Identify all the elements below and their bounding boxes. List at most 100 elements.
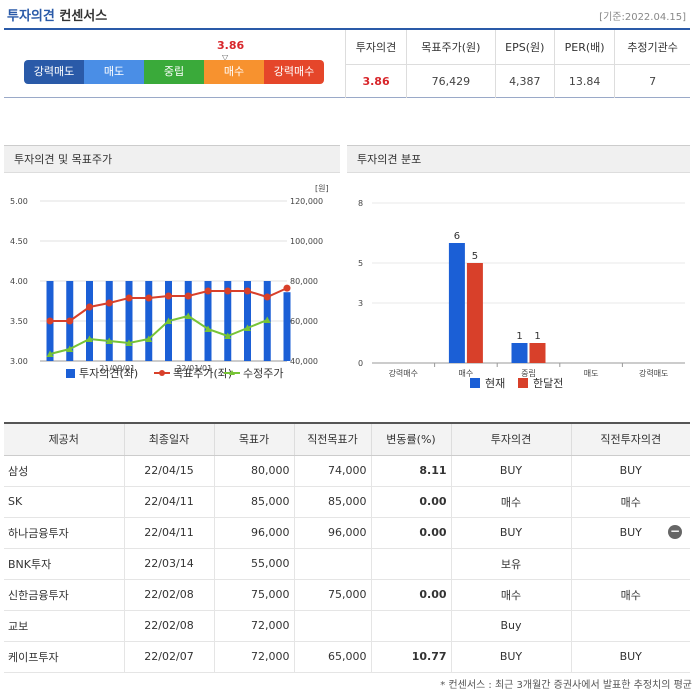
distribution-bar — [511, 343, 528, 363]
tick-label: 4.50 — [10, 237, 28, 246]
adjusted-price-point — [224, 332, 232, 339]
tick-label: 8 — [358, 199, 363, 208]
panel-title: 투자의견 분포 — [347, 145, 690, 173]
tick-label: 40,000 — [290, 357, 318, 366]
distribution-bar — [529, 343, 546, 363]
panel-title: 투자의견 및 목표주가 — [4, 145, 340, 173]
tick-label: 80,000 — [290, 277, 318, 286]
adjusted-price-point — [125, 339, 133, 346]
table-row: SK 22/04/11 85,000 85,000 0.00 매수 매수 — [4, 486, 690, 518]
target-price-point — [204, 287, 212, 295]
scale-buy: 매수 — [204, 60, 264, 84]
opinion-bar — [184, 281, 192, 361]
table-cell: BNK투자 — [4, 548, 124, 580]
adjusted-price-point — [105, 337, 113, 344]
table-cell: BUY — [570, 455, 690, 487]
table-cell: 0.00 — [370, 579, 451, 611]
opinion-bar — [204, 281, 212, 361]
tick-label: 3 — [358, 299, 363, 308]
broker-opinion-table: 제공처 최종일자 목표가 직전목표가 변동률(%) 투자의견 직전투자의견 삼성… — [4, 422, 690, 673]
x-tick-label: 중립 — [521, 369, 536, 378]
adjusted-price-point — [263, 316, 271, 323]
legend-swatch — [66, 369, 75, 378]
opinion-distribution-panel: 투자의견 분포 8 5 3 0 강력매수 매수 6 5 중립 1 1 매도 강력매도 현재 한달전 — [347, 145, 690, 400]
adjusted-price-line — [49, 314, 268, 355]
table-cell: 10.77 — [370, 641, 451, 673]
table-cell: SK — [4, 486, 124, 518]
table-row: 교보 22/02/08 72,000 Buy — [4, 610, 690, 642]
tick-label: 3.00 — [10, 357, 28, 366]
target-price-point — [86, 303, 93, 311]
axis-unit-label: [원] — [315, 184, 329, 193]
table-cell: BUY — [570, 641, 690, 673]
column-header: 투자의견 — [450, 422, 571, 456]
scale-neutral: 중립 — [144, 60, 204, 84]
adjusted-price-point — [86, 335, 93, 342]
x-tick-label: 매수 — [459, 369, 474, 378]
consensus-header: EPS(원) — [494, 30, 555, 65]
table-cell: 22/04/11 — [123, 486, 214, 518]
scale-sell: 매도 — [84, 60, 144, 84]
table-cell: 0.00 — [370, 517, 451, 549]
table-cell — [570, 548, 690, 580]
column-header: 직전투자의견 — [570, 422, 690, 456]
consensus-header: 추정기관수 — [614, 30, 690, 65]
table-cell: BUY — [450, 517, 571, 549]
table-cell: 85,000 — [213, 486, 294, 518]
tick-label: 4.00 — [10, 277, 28, 286]
opinion-bar — [125, 281, 133, 361]
table-cell: 72,000 — [213, 610, 294, 642]
table-cell: 74,000 — [293, 455, 371, 487]
header: 투자의견 컨센서스 [기준:2022.04.15] — [4, 0, 690, 28]
table-row: 케이프투자 22/02/07 72,000 65,000 10.77 BUY BUY — [4, 641, 690, 673]
opinion-bar — [283, 292, 291, 361]
table-cell: 96,000 — [293, 517, 371, 549]
legend-swatch — [470, 378, 480, 388]
table-row: BNK투자 22/03/14 55,000 보유 — [4, 548, 690, 580]
table-cell — [570, 610, 690, 642]
table-cell: 22/02/07 — [123, 641, 214, 673]
marker-triangle-icon: ▽ — [222, 53, 229, 62]
target-price-point — [184, 292, 192, 300]
consensus-eps: 4,387 — [494, 64, 555, 98]
table-cell — [370, 610, 451, 642]
table-cell: 보유 — [450, 548, 571, 580]
table-cell — [293, 610, 371, 642]
adjusted-price-point — [165, 317, 172, 324]
table-cell: 삼성 — [4, 455, 124, 487]
column-header: 직전목표가 — [293, 422, 371, 456]
consensus-per: 13.84 — [553, 64, 615, 98]
section-title: 투자의견 컨센서스 — [7, 5, 107, 24]
consensus-opinion-value: 3.86 — [344, 64, 407, 98]
consensus-header: PER(배) — [553, 30, 615, 65]
target-price-point — [263, 293, 271, 301]
tick-label: 100,000 — [290, 237, 323, 246]
target-price-point — [105, 299, 113, 307]
column-header: 제공처 — [4, 422, 124, 456]
x-tick-label: 강력매도 — [639, 368, 668, 378]
adjusted-price-point — [244, 324, 251, 331]
data-label: 6 — [454, 231, 460, 242]
tick-label: 0 — [358, 359, 363, 368]
consensus-box: 3.86 ▽ 강력매도 매도 중립 매수 강력매수 투자의견 목표주가(원) E… — [4, 28, 690, 98]
legend-label: 목표주가(좌) — [173, 367, 232, 380]
legend-swatch — [518, 378, 528, 388]
consensus-table: 투자의견 목표주가(원) EPS(원) PER(배) 추정기관수 3.86 76… — [344, 30, 690, 98]
table-cell: 케이프투자 — [4, 641, 124, 673]
data-label: 1 — [534, 331, 540, 342]
consensus-analyst-count: 7 — [614, 64, 690, 98]
tick-label: 120,000 — [290, 197, 323, 206]
collapse-minus-icon[interactable]: − — [668, 524, 682, 539]
table-cell: 65,000 — [293, 641, 371, 673]
opinion-bar — [105, 281, 113, 361]
legend-label: 수정주가 — [243, 367, 283, 380]
scale-strong-buy: 강력매수 — [264, 60, 324, 84]
reference-date: [기준:2022.04.15] — [599, 12, 686, 23]
table-cell: 22/02/08 — [123, 610, 214, 642]
column-header: 최종일자 — [123, 422, 214, 456]
distribution-bar — [466, 263, 483, 363]
table-cell: 매수 — [450, 486, 571, 518]
opinion-target-price-panel: 투자의견 및 목표주가 5.00 4.50 4.00 3.50 3.00 120,000 1… — [4, 145, 340, 400]
data-label: 1 — [516, 331, 522, 342]
